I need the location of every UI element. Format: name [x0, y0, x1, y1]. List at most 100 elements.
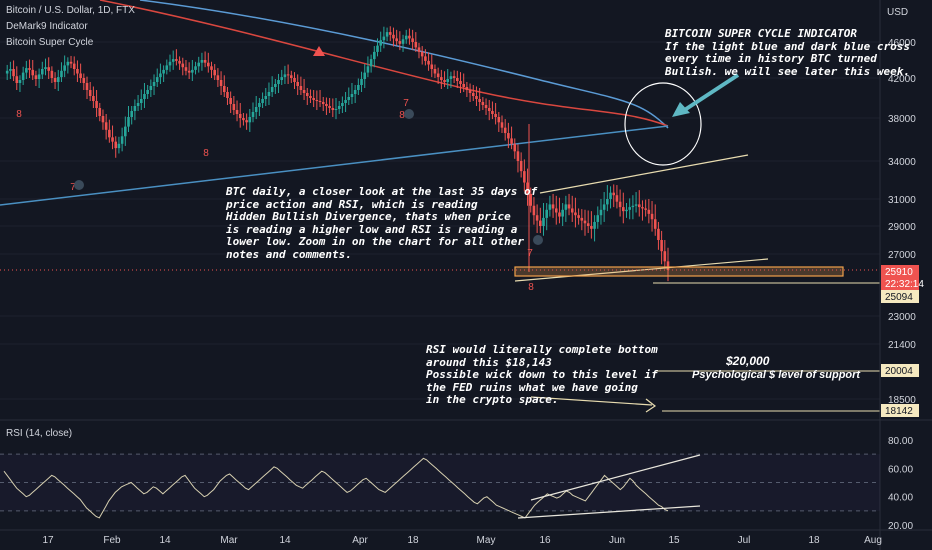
candle-body — [120, 136, 124, 144]
candle-body — [602, 204, 606, 210]
candle-body — [139, 99, 143, 103]
price-tag-last_price: 25910 — [885, 267, 913, 278]
candle-body — [612, 192, 616, 196]
candle-body — [398, 41, 402, 44]
candle-body — [305, 93, 309, 96]
candle-body — [283, 74, 287, 78]
candle-body — [647, 209, 651, 214]
candle-body — [440, 77, 443, 80]
candle-body — [15, 76, 19, 83]
price-tag-support_low: 25094 — [885, 292, 913, 303]
candle-body — [523, 171, 526, 183]
super-cycle-arrow-head — [672, 102, 690, 117]
symbol-title[interactable]: Bitcoin / U.S. Dollar, 1D, FTX — [6, 5, 135, 16]
candle-body — [539, 220, 542, 226]
candle-body — [596, 215, 600, 222]
candle-body — [657, 228, 660, 240]
candle-body — [108, 129, 111, 138]
candle-body — [37, 74, 41, 79]
candle-body — [561, 209, 564, 217]
candle-body — [564, 204, 568, 210]
candle-body — [56, 77, 60, 82]
candle-body — [155, 77, 159, 82]
candle-body — [34, 75, 38, 79]
candle-body — [95, 101, 98, 108]
price-tick-label: 23000 — [888, 312, 916, 323]
demark-label: 8 — [528, 282, 534, 293]
candle-body — [210, 66, 213, 70]
candle-body — [622, 207, 625, 212]
cross-circle — [624, 82, 702, 166]
time-tick-label: Jul — [738, 535, 751, 546]
price-tick-label: 21400 — [888, 340, 916, 351]
candle-body — [72, 63, 76, 69]
rsi-tick-label: 40.00 — [888, 493, 913, 504]
candle-body — [200, 60, 204, 63]
price-tag-bg — [881, 364, 919, 377]
candle-body — [625, 209, 628, 212]
candle-body — [590, 226, 593, 229]
candle-body — [424, 56, 427, 61]
candle-body — [41, 69, 44, 75]
time-tick-label: Feb — [103, 535, 121, 546]
candle-body — [191, 69, 194, 73]
candle-body — [542, 217, 545, 226]
candle-body — [574, 212, 577, 216]
demark-label: 8 — [203, 148, 209, 159]
candle-body — [47, 67, 50, 71]
psych-level-subtitle: Psychological $ level of support — [692, 369, 861, 381]
candle-body — [529, 193, 533, 206]
candle-body — [235, 110, 239, 114]
candle-body — [526, 182, 529, 194]
indicator-demark[interactable]: DeMark9 Indicator — [6, 21, 88, 32]
time-axis[interactable]: 17 Feb 14 Mar 14 Apr 18 May 16 Jun 15 Jul 18 Aug — [0, 529, 932, 546]
candle-body — [634, 204, 638, 206]
candle-body — [606, 199, 609, 205]
price-tag-rsi_target: 18142 — [885, 406, 913, 417]
candle-body — [207, 62, 210, 67]
candle-body — [331, 108, 335, 110]
candle-body — [261, 99, 264, 103]
rsi-bottom-note: RSI would literally complete bottom arou… — [426, 343, 658, 406]
rsi-line — [3, 457, 669, 519]
candle-body — [618, 201, 622, 208]
candle-body — [481, 102, 485, 105]
candle-body — [456, 78, 459, 81]
moving-averages — [0, 0, 669, 206]
candle-body — [404, 35, 408, 40]
candle-body — [104, 122, 108, 130]
price-tick-label: 46000 — [888, 38, 916, 49]
demark-label: 7 — [403, 98, 409, 109]
candle-body — [663, 251, 667, 262]
candle-body — [570, 208, 574, 213]
candle-body — [31, 69, 35, 76]
indicator-super-cycle[interactable]: Bitcoin Super Cycle — [6, 37, 94, 48]
candle-body — [427, 60, 430, 65]
candle-body — [341, 103, 344, 106]
candle-body — [328, 106, 331, 108]
candle-body — [637, 204, 641, 208]
super-cycle-note: BITCOIN SUPER CYCLE INDICATOR If the lig… — [665, 27, 911, 78]
candle-body — [446, 79, 450, 82]
candle-body — [452, 76, 456, 78]
demark-buy-icon — [404, 109, 414, 119]
candle-body — [494, 114, 497, 117]
time-tick-label: 14 — [279, 535, 291, 546]
candle-body — [162, 69, 165, 74]
candle-body — [299, 86, 303, 90]
price-axis[interactable]: 46000 42000 38000 34000 31000 29000 27000 23000… — [879, 0, 924, 550]
candle-body — [436, 73, 440, 78]
candle-body — [159, 73, 162, 78]
candle-body — [567, 204, 571, 209]
arrow-to-target-head — [645, 398, 657, 413]
candle-body — [433, 69, 437, 74]
candle-body — [468, 90, 472, 93]
rsi-label[interactable]: RSI (14, close) — [6, 428, 73, 439]
candle-body — [491, 111, 494, 114]
candle-body — [127, 117, 130, 127]
candle-body — [558, 212, 561, 217]
candle-body — [101, 116, 105, 123]
candle-body — [385, 32, 389, 37]
candle-body — [248, 117, 252, 123]
